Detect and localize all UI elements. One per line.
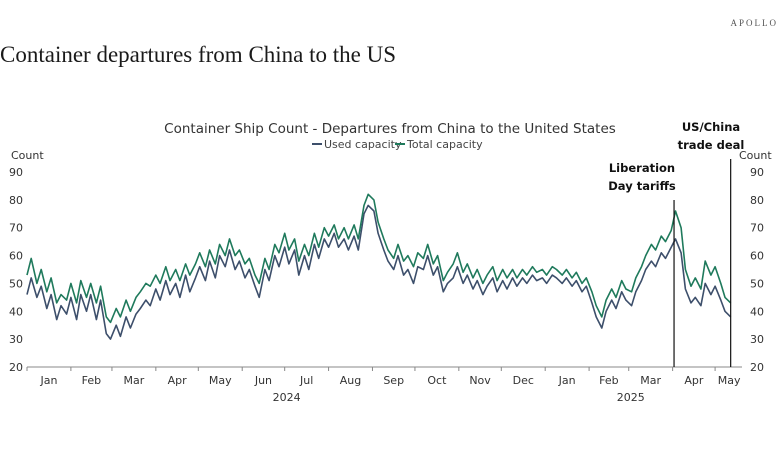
page-title: Container departures from China to the U…: [0, 42, 397, 67]
legend-label: Used capacity: [324, 138, 402, 151]
x-tick-label: Sep: [383, 374, 404, 387]
y-tick-label-right: 70: [750, 222, 764, 235]
y-axis-left: 20 30 40 50 60 70 80 90: [9, 166, 23, 374]
series-line-total-capacity: [26, 193, 732, 324]
x-year-label: 2024: [273, 391, 301, 404]
annotation-label: Liberation: [609, 161, 675, 175]
x-tick-label: Oct: [427, 374, 447, 387]
y-tick-label-left: 20: [9, 361, 23, 374]
y-tick-label-left: 90: [9, 166, 23, 179]
legend: Used capacity Total capacity: [312, 138, 483, 151]
annotations: Liberation Day tariffs US/China trade deal: [608, 120, 744, 367]
x-tick-label: Jan: [558, 374, 576, 387]
x-tick-label: Jan: [39, 374, 57, 387]
x-axis: Jan Feb Mar Apr May Jun Jul Aug Sep Oct Nov Dec Jan F…: [26, 366, 742, 404]
y-tick-label-right: 50: [750, 277, 764, 290]
x-tick-label: Nov: [469, 374, 491, 387]
chart-title: Container Ship Count - Departures from C…: [164, 121, 616, 137]
y-tick-label-left: 40: [9, 305, 23, 318]
annotation-label: US/China: [682, 120, 740, 134]
annotation-label: trade deal: [678, 138, 745, 152]
x-tick-label: May: [209, 374, 232, 387]
x-year-label: 2025: [617, 391, 645, 404]
y-tick-label-left: 50: [9, 277, 23, 290]
brand-logo: APOLLO: [730, 18, 778, 28]
y-tick-label-right: 60: [750, 250, 764, 263]
y-tick-label-right: 40: [750, 305, 764, 318]
x-tick-label: Mar: [124, 374, 145, 387]
x-tick-label: May: [718, 374, 741, 387]
x-tick-label: Feb: [599, 374, 618, 387]
y-tick-label-right: 80: [750, 194, 764, 207]
x-tick-label: Apr: [168, 374, 188, 387]
y-tick-label-left: 60: [9, 250, 23, 263]
x-tick-label: Aug: [340, 374, 361, 387]
x-tick-label: Jul: [299, 374, 313, 387]
legend-label: Total capacity: [406, 138, 483, 151]
series-group: [26, 193, 732, 340]
y-tick-label-left: 80: [9, 194, 23, 207]
x-tick-label: Dec: [513, 374, 534, 387]
y-axis-right: 20 30 40 50 60 70 80 90: [750, 166, 764, 374]
annotation-label: Day tariffs: [608, 179, 676, 193]
x-tick-label: Feb: [82, 374, 101, 387]
y-tick-label-right: 20: [750, 361, 764, 374]
y-tick-label-right: 30: [750, 333, 764, 346]
x-tick-label: Mar: [640, 374, 661, 387]
y-tick-label-right: 90: [750, 166, 764, 179]
y-tick-label-left: 30: [9, 333, 23, 346]
y-tick-label-left: 70: [9, 222, 23, 235]
series-line-used-capacity: [26, 204, 732, 340]
x-tick-label: Apr: [684, 374, 704, 387]
y-axis-label-right: Count: [739, 149, 772, 162]
x-tick-label: Jun: [254, 374, 272, 387]
y-axis-label-left: Count: [11, 149, 44, 162]
